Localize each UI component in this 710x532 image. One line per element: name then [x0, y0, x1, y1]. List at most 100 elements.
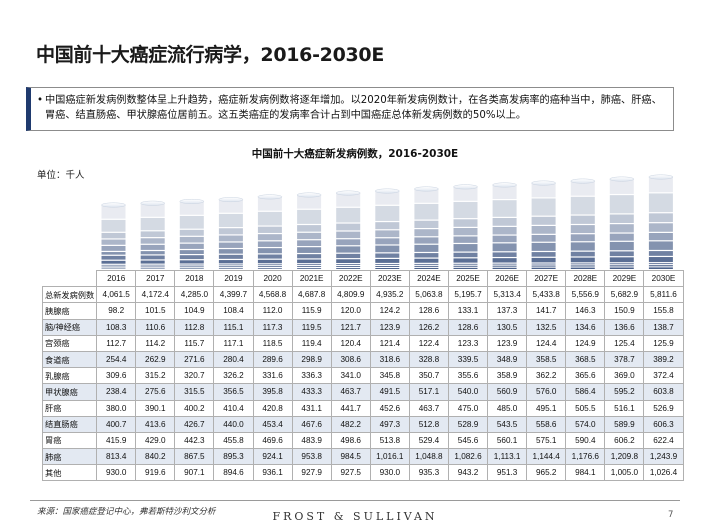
- bar-segment: [453, 236, 478, 243]
- bar-segment: [609, 251, 634, 257]
- year-header: 2017: [135, 269, 176, 288]
- bar-segment: [648, 177, 673, 193]
- table-cell: 483.9: [291, 431, 332, 450]
- table-cell: 365.6: [565, 367, 606, 385]
- table-cell: 495.1: [526, 399, 567, 417]
- table-cell: 315.5: [174, 383, 215, 401]
- table-cell: 1,082.6: [447, 448, 489, 466]
- bar-segment: [531, 198, 556, 216]
- table-cell: 238.4: [96, 383, 137, 401]
- bar-segment: [257, 226, 282, 233]
- year-header: 2019: [213, 269, 254, 288]
- table-row: 食道癌 254.4 262.9 271.6 280.4 289.6 298.9 308.6 31…: [41, 350, 684, 369]
- table-cell: 513.8: [369, 431, 410, 450]
- table-cell: 953.8: [291, 448, 332, 466]
- bar-top-cap: [218, 197, 244, 203]
- bar-2021E: [296, 192, 322, 269]
- bar-segment: [492, 243, 517, 252]
- bar-segment: [570, 257, 595, 263]
- table-row: 其他 930.0 919.6 907.1 894.6 936.1 927.9 927.5 930…: [41, 464, 684, 482]
- bar-segment: [101, 245, 126, 251]
- table-cell: 467.6: [291, 415, 332, 433]
- table-cell: 463.7: [330, 383, 371, 401]
- year-header: 2020: [252, 269, 293, 288]
- bar-segment: [453, 263, 478, 265]
- bar-segment: [453, 267, 478, 269]
- row-label: 脑/神经癌: [41, 318, 98, 336]
- table-cell: 469.6: [252, 431, 293, 450]
- bar-segment: [531, 252, 556, 257]
- bar-top-cap: [179, 198, 205, 204]
- row-label: 宫颈癌: [41, 334, 98, 352]
- bar-segment: [492, 267, 517, 269]
- table-cell: 517.1: [408, 383, 449, 401]
- bar-segment: [648, 257, 673, 263]
- table-cell: 358.9: [487, 367, 528, 385]
- table-cell: 540.0: [447, 383, 489, 401]
- table-row: 宫颈癌 112.7 114.2 115.7 117.1 118.5 119.4 120.4 12…: [41, 334, 684, 352]
- bar-segment: [648, 193, 673, 213]
- bar-segment: [492, 252, 517, 257]
- bar-segment: [257, 268, 282, 269]
- row-label: 总新发病例数: [41, 286, 98, 304]
- table-row: 总新发病例数 4,061.5 4,172.4 4,285.0 4,399.7 4,568.…: [41, 286, 684, 304]
- bar-segment: [492, 200, 517, 217]
- bar-top-cap: [375, 188, 400, 194]
- bar-top-cap: [101, 202, 126, 208]
- table-cell: 1,113.1: [487, 448, 528, 466]
- table-cell: 378.7: [604, 350, 645, 369]
- table-cell: 315.2: [135, 367, 176, 385]
- year-header: 2026E: [487, 269, 528, 288]
- page-title: 中国前十大癌症流行病学，2016-2030E: [36, 44, 385, 66]
- bar-top-cap: [296, 192, 322, 198]
- bar-segment: [570, 215, 595, 224]
- table-cell: 1,144.4: [526, 448, 567, 466]
- table-cell: 426.7: [174, 415, 215, 433]
- chart-title: 中国前十大癌症新发病例数，2016-2030E: [251, 148, 459, 160]
- table-cell: 497.3: [369, 415, 410, 433]
- table-cell: 984.5: [330, 448, 371, 466]
- bar-segment: [375, 253, 400, 258]
- table-cell: 395.8: [252, 383, 293, 401]
- bar-segment: [218, 213, 243, 228]
- bar-segment: [531, 263, 556, 265]
- bar-segment: [140, 238, 165, 244]
- table-cell: 4,061.5: [96, 286, 137, 304]
- table-cell: 112.0: [252, 302, 293, 320]
- table-cell: 119.4: [291, 334, 332, 352]
- year-header: 2028E: [565, 269, 606, 288]
- table-cell: 390.1: [135, 399, 176, 417]
- table-cell: 146.3: [565, 302, 606, 320]
- table-cell: 110.6: [135, 318, 176, 336]
- bar-segment: [453, 252, 478, 258]
- table-cell: 132.5: [526, 318, 567, 336]
- row-label: 其他: [41, 464, 98, 482]
- table-cell: 104.9: [174, 302, 215, 320]
- table-cell: 452.6: [369, 399, 410, 417]
- table-cell: 138.7: [643, 318, 684, 336]
- bar-segment: [297, 232, 322, 240]
- table-cell: 125.9: [643, 334, 684, 352]
- table-cell: 410.4: [213, 399, 254, 417]
- bar-segment: [179, 243, 204, 249]
- table-cell: 369.0: [604, 367, 645, 385]
- table-cell: 485.0: [487, 399, 528, 417]
- table-cell: 420.8: [252, 399, 293, 417]
- bar-segment: [570, 225, 595, 234]
- bar-segment: [609, 214, 634, 223]
- bar-segment: [609, 179, 634, 194]
- table-cell: 262.9: [135, 350, 176, 369]
- year-header: 2018: [174, 269, 215, 288]
- bar-segment: [492, 265, 517, 267]
- table-cell: 121.4: [369, 334, 410, 352]
- table-row: 肝癌 380.0 390.1 400.2 410.4 420.8 431.1 441.7 452…: [41, 399, 684, 417]
- table-cell: 119.5: [291, 318, 332, 336]
- bar-top-cap: [140, 200, 165, 206]
- bar-segment: [140, 266, 165, 268]
- table-cell: 114.2: [135, 334, 176, 352]
- table-cell: 124.2: [369, 302, 410, 320]
- bar-segment: [414, 253, 439, 258]
- table-cell: 318.6: [369, 350, 410, 369]
- table-cell: 603.8: [643, 383, 684, 401]
- table-cell: 433.3: [291, 383, 332, 401]
